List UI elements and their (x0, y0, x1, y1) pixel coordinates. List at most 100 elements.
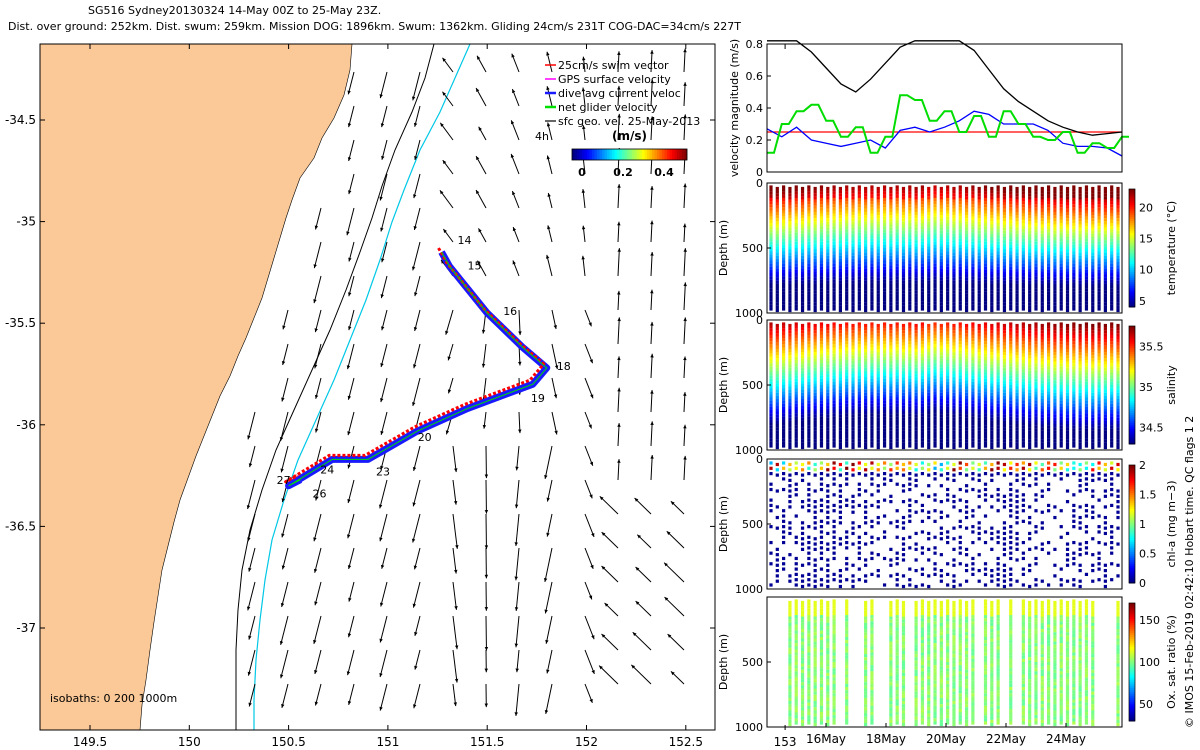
section-sample-dot (996, 322, 1000, 326)
section-sample-dot (1034, 222, 1038, 227)
section-sample-dot (1078, 358, 1082, 362)
section-sample-dot (1078, 424, 1082, 428)
section-sample-dot (971, 400, 975, 404)
section-sample-dot (845, 197, 849, 202)
section-sample-dot (1009, 285, 1013, 289)
section-sample-dot (1015, 333, 1019, 337)
geostrophic-arrow-shaft (313, 275, 322, 304)
section-sample-dot (1072, 188, 1076, 192)
colorbar-swatch (677, 149, 680, 160)
section-sample-dot (908, 197, 912, 202)
section-sample-dot (864, 411, 868, 415)
section-sample-dot (1097, 229, 1101, 233)
geostrophic-arrow-head (476, 88, 480, 93)
section-sample-dot (882, 338, 887, 342)
geostrophic-arrow-shaft (598, 665, 619, 685)
section-sample-dot (794, 347, 798, 351)
section-sample-dot (1084, 384, 1089, 389)
section-sample-dot (819, 247, 824, 252)
section-sample-dot (857, 244, 861, 249)
section-sample-dot (870, 232, 874, 236)
section-sample-dot (952, 215, 956, 219)
section-sample-dot (920, 438, 925, 442)
section-sample-dot (990, 333, 994, 337)
section-sample-dot (870, 244, 874, 249)
section-sample-dot (1015, 352, 1019, 356)
colorbar-swatch (682, 149, 685, 160)
section-sample-dot (964, 271, 969, 275)
section-sample-dot (819, 288, 824, 292)
section-sample-dot (857, 341, 861, 345)
section-sample-dot (914, 261, 918, 266)
colorbar-swatch (592, 149, 595, 160)
section-sample-dot (813, 430, 817, 434)
section-sample-dot (927, 358, 931, 362)
colorbar-swatch (612, 149, 615, 160)
section-sample-dot (838, 299, 842, 303)
section-sample-dot (857, 251, 861, 255)
section-sample-dot (990, 290, 994, 294)
section-sample-dot (794, 291, 798, 295)
section-sample-dot (769, 276, 773, 280)
section-sample-dot (983, 197, 988, 202)
section-sample-dot (807, 338, 811, 342)
section-sample-dot (838, 436, 842, 440)
section-sample-dot (964, 230, 969, 234)
section-sample-dot (1059, 347, 1063, 351)
section-sample-dot (1084, 369, 1089, 373)
section-sample-dot (901, 433, 906, 437)
section-sample-dot (958, 375, 962, 379)
section-sample-dot (794, 359, 798, 364)
section-sample-dot (1065, 202, 1070, 206)
section-sample-dot (1084, 301, 1089, 305)
geostrophic-arrow-shaft (380, 343, 388, 368)
geostrophic-arrow-head (442, 91, 446, 96)
geostrophic-arrow-shaft (380, 207, 388, 232)
section-sample-dot (775, 196, 779, 200)
section-sample-dot (838, 287, 842, 291)
section-sample-dot (838, 218, 842, 222)
section-sample-dot (800, 227, 805, 231)
section-sample-dot (901, 408, 906, 412)
section-sample-dot (838, 258, 842, 263)
section-sample-dot (1047, 438, 1051, 442)
section-sample-dot (895, 328, 899, 332)
section-sample-dot (971, 428, 975, 432)
section-sample-dot (794, 216, 798, 220)
section-sample-dot (939, 299, 943, 303)
section-sample-dot (819, 266, 824, 270)
section-sample-dot (1065, 392, 1070, 396)
section-sample-dot (983, 356, 988, 361)
section-sample-dot (857, 260, 861, 264)
section-sample-dot (788, 283, 792, 288)
section-sample-dot (901, 190, 906, 194)
section-sample-dot (1053, 398, 1057, 403)
section-sample-dot (996, 254, 1000, 258)
section-sample-dot (920, 359, 925, 364)
section-sample-dot (1009, 422, 1013, 426)
section-sample-dot (914, 361, 918, 365)
section-sample-dot (1110, 282, 1114, 286)
section-sample-dot (952, 290, 956, 294)
section-sample-dot (958, 210, 962, 214)
section-sample-dot (775, 352, 779, 356)
section-sample-dot (826, 427, 830, 431)
section-sample-dot (920, 334, 925, 339)
section-sample-dot (1034, 307, 1038, 311)
section-sample-dot (819, 381, 824, 386)
geostrophic-arrow-head (348, 257, 352, 262)
section-sample-dot (908, 288, 912, 292)
geostrophic-arrow-shaft (347, 377, 355, 400)
section-sample-dot (882, 257, 887, 261)
section-sample-dot (1021, 400, 1025, 404)
section-sample-dot (1028, 299, 1032, 303)
section-sample-dot (1009, 435, 1013, 439)
section-sample-dot (958, 266, 962, 270)
section-sample-dot (1040, 265, 1044, 269)
day-label: 19 (531, 392, 545, 405)
section-sample-dot (1116, 215, 1120, 219)
section-sample-dot (775, 277, 779, 281)
geostrophic-arrow-shaft (379, 649, 388, 678)
section-sample-dot (889, 442, 893, 446)
geostrophic-arrow-head (582, 125, 586, 130)
